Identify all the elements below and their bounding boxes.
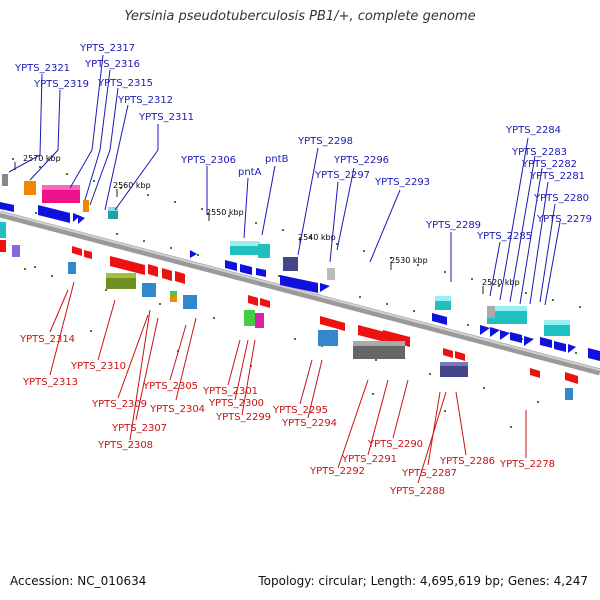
gene-label[interactable]: YPTS_2319 — [33, 79, 89, 90]
gene-label[interactable]: YPTS_2294 — [281, 418, 337, 429]
gene-label[interactable]: YPTS_2309 — [91, 399, 147, 410]
accession-text: Accession: NC_010634 — [10, 574, 147, 588]
gene-label[interactable]: YPTS_2305 — [142, 381, 198, 392]
gene-label[interactable]: YPTS_2299 — [215, 412, 271, 423]
gene-label[interactable]: YPTS_2285 — [476, 231, 532, 242]
gene-label[interactable]: YPTS_2304 — [149, 404, 205, 415]
gene-label[interactable]: YPTS_2312 — [117, 95, 173, 106]
gene-label[interactable]: YPTS_2298 — [297, 136, 353, 147]
gene-label[interactable]: YPTS_2300 — [208, 398, 264, 409]
gene-label[interactable]: YPTS_2289 — [425, 220, 481, 231]
gene-label[interactable]: YPTS_2291 — [341, 454, 397, 465]
gene-label[interactable]: YPTS_2281 — [529, 171, 585, 182]
gene-label[interactable]: YPTS_2307 — [111, 423, 167, 434]
gene-label[interactable]: YPTS_2288 — [389, 486, 445, 497]
ruler-label: 2570 kbp — [23, 154, 61, 163]
ruler-label: 2560 kbp — [113, 181, 151, 190]
top-gene-labels: YPTS_2321 YPTS_2319 YPTS_2317 YPTS_2316 … — [14, 43, 592, 242]
top-leader-lines — [8, 54, 561, 306]
gene-label[interactable]: YPTS_2310 — [70, 361, 126, 372]
gene-label[interactable]: YPTS_2315 — [97, 78, 153, 89]
bottom-leader-lines — [49, 281, 527, 484]
gene-label[interactable]: YPTS_2278 — [499, 459, 555, 470]
gene-label[interactable]: YPTS_2293 — [374, 177, 430, 188]
ruler-label: 2530 kbp — [390, 256, 428, 265]
gene-label[interactable]: YPTS_2313 — [22, 377, 78, 388]
top-strand-genes — [0, 174, 600, 361]
gene-label[interactable]: YPTS_2317 — [79, 43, 135, 54]
bottom-gene-labels: YPTS_2314 YPTS_2313 YPTS_2310 YPTS_2309 … — [19, 334, 555, 497]
ruler-label: 2520 kbp — [482, 278, 520, 287]
gene-label[interactable]: pntB — [265, 154, 289, 165]
gene-label[interactable]: YPTS_2308 — [97, 440, 153, 451]
gene-label[interactable]: YPTS_2301 — [202, 386, 258, 397]
gene-label[interactable]: YPTS_2279 — [536, 214, 592, 225]
gene-label[interactable]: YPTS_2287 — [401, 468, 457, 479]
bottom-strand-genes — [0, 222, 578, 400]
gene-label[interactable]: YPTS_2280 — [533, 193, 589, 204]
gene-label[interactable]: pntA — [238, 167, 262, 178]
gene-label[interactable]: YPTS_2316 — [84, 59, 140, 70]
gene-label[interactable]: YPTS_2292 — [309, 466, 365, 477]
gene-label[interactable]: YPTS_2284 — [505, 125, 561, 136]
gene-label[interactable]: YPTS_2296 — [333, 155, 389, 166]
gene-label[interactable]: YPTS_2314 — [19, 334, 75, 345]
gene-label[interactable]: YPTS_2282 — [521, 159, 577, 170]
ruler-label: 2540 kbp — [298, 233, 336, 242]
gene-label[interactable]: YPTS_2306 — [180, 155, 236, 166]
gene-label[interactable]: YPTS_2295 — [272, 405, 328, 416]
map-title: Yersinia pseudotuberculosis PB1/+, compl… — [124, 9, 476, 24]
gene-label[interactable]: YPTS_2290 — [367, 439, 423, 450]
ruler-label: 2550 kbp — [206, 208, 244, 217]
gene-label[interactable]: YPTS_2283 — [511, 147, 567, 158]
genome-summary-text: Topology: circular; Length: 4,695,619 bp… — [258, 574, 588, 588]
gene-label[interactable]: YPTS_2311 — [138, 112, 194, 123]
gene-label[interactable]: YPTS_2321 — [14, 63, 70, 74]
genome-backbone — [0, 210, 600, 376]
gene-label[interactable]: YPTS_2297 — [314, 170, 370, 181]
gene-label[interactable]: YPTS_2286 — [439, 456, 495, 467]
